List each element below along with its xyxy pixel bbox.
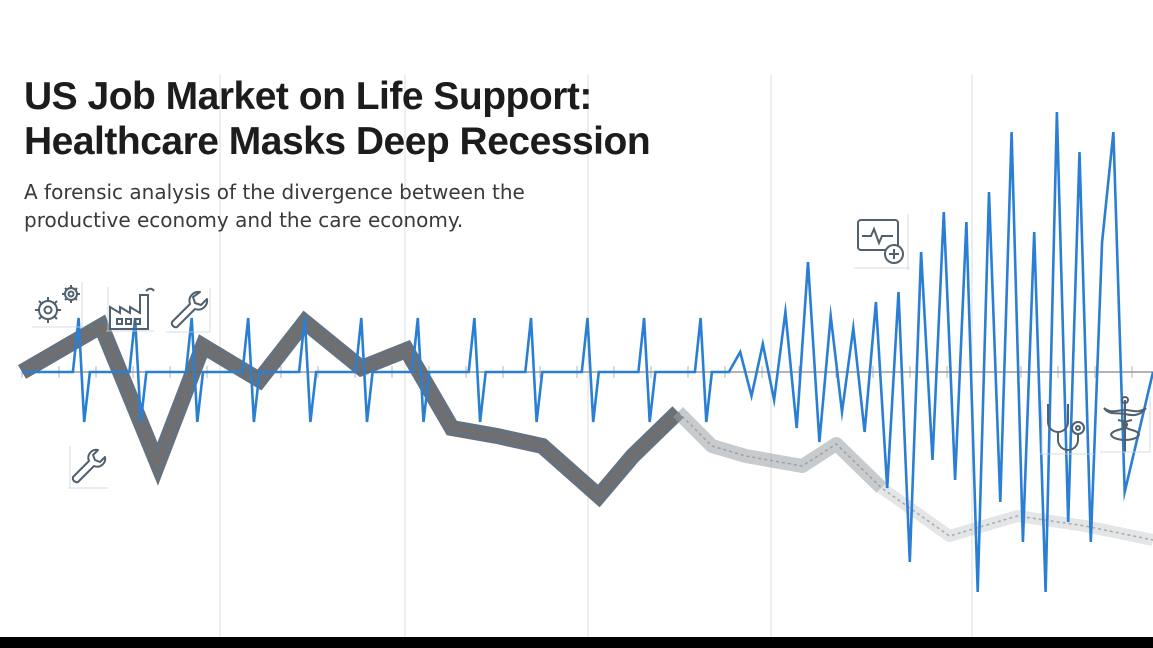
page-subtitle: A forensic analysis of the divergence be…: [24, 178, 525, 234]
healthcare-line: [22, 111, 1153, 593]
caduceus-icon: [1100, 396, 1151, 453]
productive-line: [17, 310, 684, 508]
subtitle-line-1: A forensic analysis of the divergence be…: [24, 180, 525, 204]
page-title: US Job Market on Life Support: Healthcar…: [24, 74, 651, 164]
wrench-icon: [166, 288, 211, 333]
title-line-1: US Job Market on Life Support:: [24, 75, 592, 118]
healthcare-series: [22, 111, 1153, 593]
productive-line-dotted: [677, 411, 1153, 541]
gears-icon: [32, 282, 84, 328]
heart-monitor-icon: [854, 214, 910, 270]
title-line-2: Healthcare Masks Deep Recession: [24, 120, 651, 163]
bottom-border-bar: [0, 637, 1153, 648]
wrench-small-icon: [68, 446, 108, 489]
productive-line-fading: [673, 407, 887, 494]
productive-economy-series: [17, 310, 1153, 546]
stethoscope-icon: [1040, 400, 1094, 455]
subtitle-line-2: productive economy and the care economy.: [24, 208, 464, 232]
factory-icon: [106, 287, 155, 332]
productive-line-core: [21, 320, 679, 498]
